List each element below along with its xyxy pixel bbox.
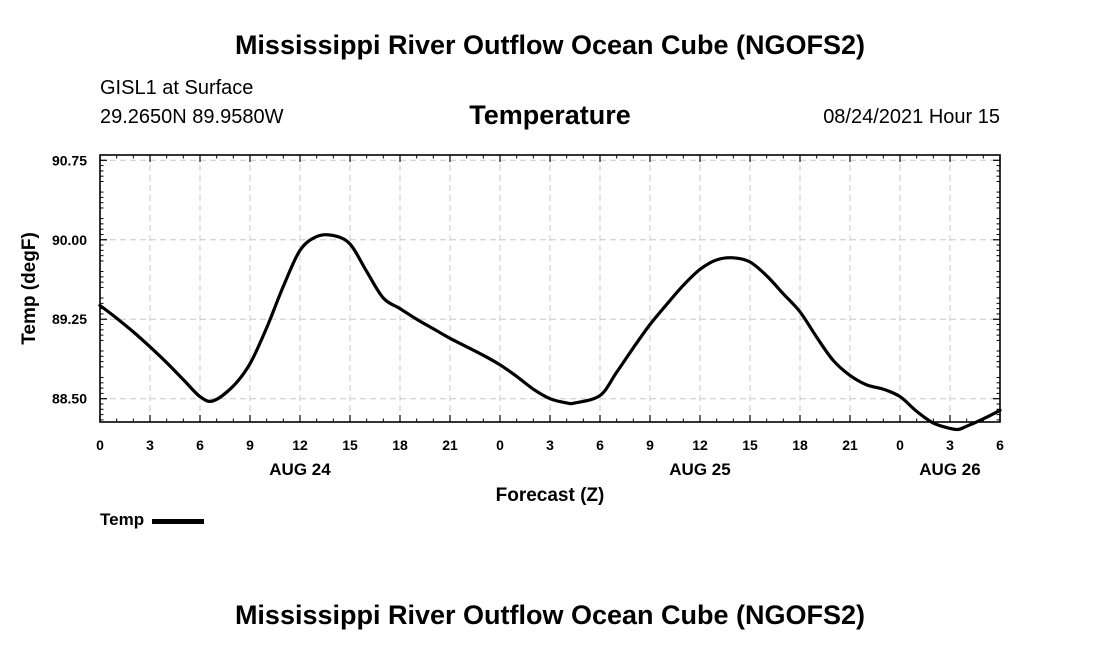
station-label: GISL1 at Surface xyxy=(100,77,254,99)
y-axis-label: Temp (degF) xyxy=(19,232,40,345)
y-tick-label: 89.25 xyxy=(52,311,87,327)
x-tick-label: 15 xyxy=(742,437,758,453)
day-label: AUG 24 xyxy=(269,460,331,479)
legend-label: Temp xyxy=(100,510,145,529)
x-tick-label: 12 xyxy=(692,437,708,453)
x-tick-label: 15 xyxy=(342,437,358,453)
bottom-title: Mississippi River Outflow Ocean Cube (NG… xyxy=(234,600,866,630)
coordinates-label: 29.2650N 89.9580W xyxy=(100,106,284,128)
day-label: AUG 25 xyxy=(669,460,730,479)
x-tick-label: 3 xyxy=(146,437,154,453)
legend-swatch xyxy=(152,519,205,524)
x-tick-label: 6 xyxy=(196,437,204,453)
x-tick-label: 21 xyxy=(842,437,858,453)
x-tick-label: 9 xyxy=(646,437,654,453)
legend: Temp xyxy=(100,510,205,530)
x-tick-label: 9 xyxy=(246,437,254,453)
y-tick-label: 90.75 xyxy=(52,152,87,168)
parameter-title: Temperature xyxy=(469,100,631,130)
x-tick-label: 6 xyxy=(596,437,604,453)
series-line-temp xyxy=(98,233,1002,432)
forecast-datetime: 08/24/2021 Hour 15 xyxy=(823,106,1000,128)
x-tick-label: 18 xyxy=(792,437,808,453)
x-tick-label: 21 xyxy=(442,437,458,453)
x-tick-label: 0 xyxy=(96,437,104,453)
y-tick-label: 88.50 xyxy=(52,391,87,407)
x-tick-label: 0 xyxy=(496,437,504,453)
x-tick-label: 12 xyxy=(292,437,308,453)
x-tick-label: 18 xyxy=(392,437,408,453)
day-label: AUG 26 xyxy=(919,460,980,479)
x-tick-label: 3 xyxy=(946,437,954,453)
y-tick-label: 90.00 xyxy=(52,232,87,248)
x-tick-label: 6 xyxy=(996,437,1004,453)
x-tick-label: 3 xyxy=(546,437,554,453)
x-axis-label: Forecast (Z) xyxy=(496,485,605,506)
x-tick-label: 0 xyxy=(896,437,904,453)
chart-title: Mississippi River Outflow Ocean Cube (NG… xyxy=(234,30,866,60)
